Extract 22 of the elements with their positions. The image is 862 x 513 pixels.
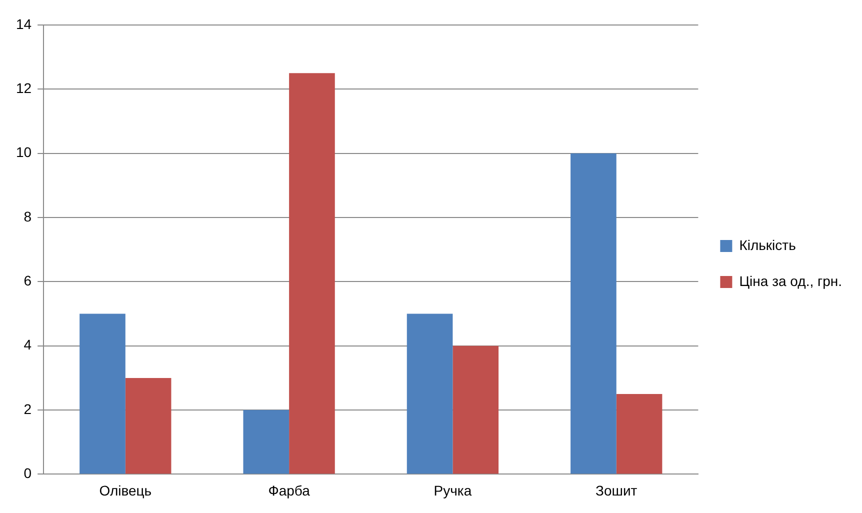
y-tick-label: 4 (24, 336, 32, 353)
legend-label: Ціна за од., грн. (739, 272, 842, 289)
bar (125, 378, 172, 474)
bar (452, 346, 499, 474)
x-tick-label: Зошит (596, 482, 638, 498)
bar (406, 314, 453, 474)
bar (80, 314, 126, 474)
x-tick-label: Фарба (268, 482, 310, 498)
x-tick-label: Олівець (99, 482, 152, 498)
y-tick-label: 2 (24, 400, 32, 417)
bar (616, 394, 662, 474)
y-tick-label: 6 (24, 272, 32, 289)
x-tick-label: Ручка (434, 482, 472, 498)
y-tick-label: 10 (16, 144, 32, 160)
y-tick-label: 8 (24, 208, 32, 224)
legend-label: Кількість (739, 236, 796, 253)
bar (570, 153, 616, 474)
bar (243, 410, 290, 474)
y-tick-label: 0 (24, 465, 32, 482)
y-tick-label: 14 (16, 16, 32, 32)
bar (289, 73, 335, 474)
y-tick-label: 12 (16, 80, 32, 96)
